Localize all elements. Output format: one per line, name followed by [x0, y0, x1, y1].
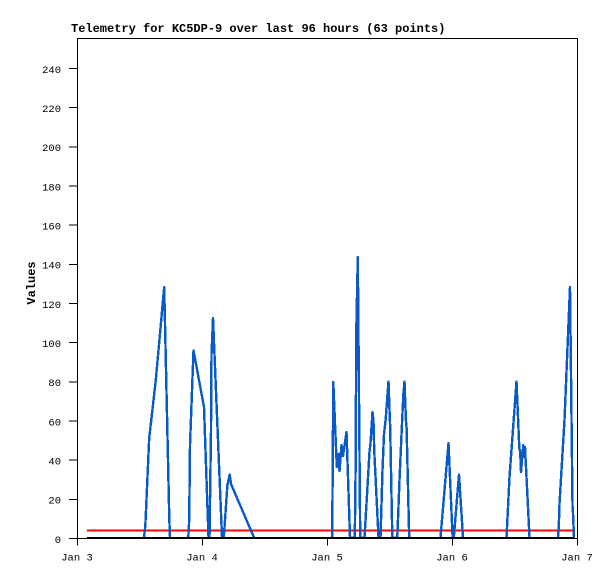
svg-text:200: 200	[42, 143, 61, 155]
svg-text:0: 0	[55, 535, 61, 547]
svg-text:Jan 3: Jan 3	[61, 553, 93, 565]
svg-text:40: 40	[48, 457, 61, 469]
svg-text:20: 20	[48, 496, 61, 508]
svg-text:140: 140	[42, 261, 61, 273]
svg-text:180: 180	[42, 182, 61, 194]
svg-text:220: 220	[42, 104, 61, 116]
svg-text:Jan 5: Jan 5	[311, 553, 343, 565]
svg-text:160: 160	[42, 222, 61, 234]
svg-text:100: 100	[42, 339, 61, 351]
svg-text:Jan 7: Jan 7	[561, 553, 593, 565]
svg-text:Jan 4: Jan 4	[186, 553, 218, 565]
svg-text:Jan 6: Jan 6	[436, 553, 468, 565]
svg-text:60: 60	[48, 417, 61, 429]
svg-text:Telemetry for KC5DP-9 over las: Telemetry for KC5DP-9 over last 96 hours…	[71, 22, 445, 36]
svg-text:Values: Values	[25, 261, 39, 304]
svg-text:240: 240	[42, 65, 61, 77]
svg-text:80: 80	[48, 378, 61, 390]
svg-text:120: 120	[42, 300, 61, 312]
